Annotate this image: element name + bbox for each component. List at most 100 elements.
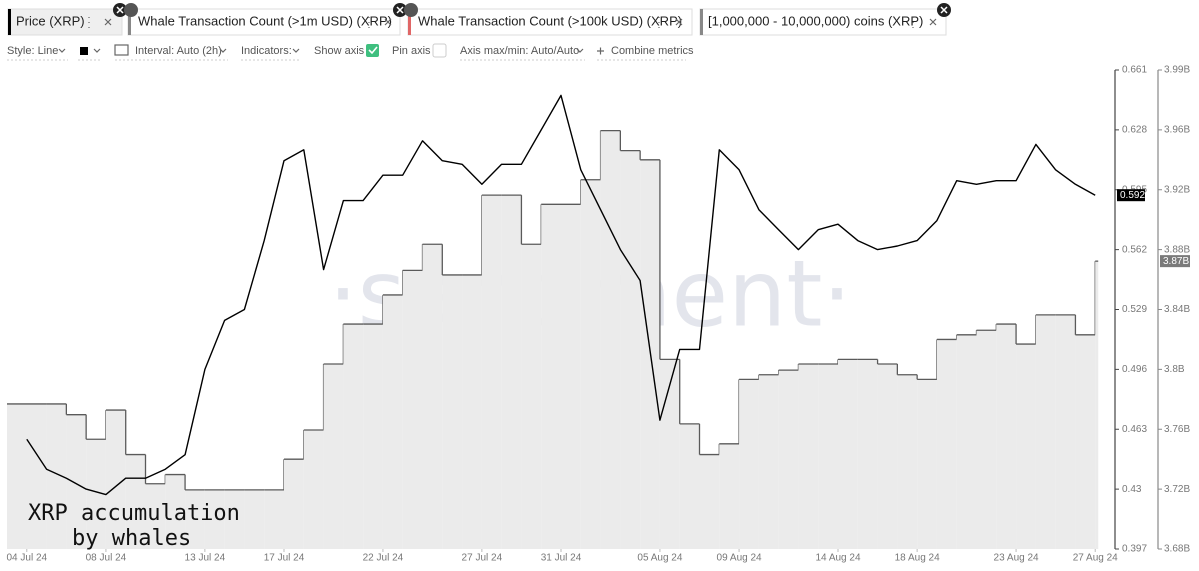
area-step xyxy=(659,359,680,549)
area-step xyxy=(462,274,482,549)
tab-box xyxy=(407,8,693,36)
combine-metrics[interactable]: Combine metrics xyxy=(611,45,694,57)
area-step xyxy=(976,330,997,549)
area-step xyxy=(580,179,601,550)
x-tick-label: 08 Jul 24 xyxy=(86,553,127,564)
y-tick-label: 0.661 xyxy=(1122,65,1147,76)
area-step xyxy=(996,324,1017,549)
x-tick-label: 31 Jul 24 xyxy=(541,553,582,564)
area-step xyxy=(818,364,838,549)
area-step xyxy=(897,374,918,549)
area-step xyxy=(758,374,779,549)
hide-button[interactable] xyxy=(124,3,138,17)
area-step xyxy=(165,474,186,549)
metric-tab[interactable]: Whale Transaction Count (>1m USD) (XRP) xyxy=(127,8,401,36)
annotation: XRP accumulation xyxy=(28,501,240,526)
chevron xyxy=(576,48,584,53)
checkbox[interactable] xyxy=(432,43,447,58)
x-tick-label: 22 Jul 24 xyxy=(363,553,404,564)
area-step xyxy=(739,379,759,549)
y-tick-label: 0.496 xyxy=(1122,364,1147,375)
y-tick-label: 0.397 xyxy=(1122,544,1147,555)
show-axis-label[interactable]: Show axis xyxy=(314,45,365,57)
area-step xyxy=(699,454,720,549)
area-step xyxy=(1055,314,1076,549)
close-icon xyxy=(104,18,112,26)
chevron xyxy=(219,48,227,53)
area-step xyxy=(877,364,898,549)
y2-tick-label: 3.8B xyxy=(1164,364,1185,375)
x-tick-label: 18 Aug 24 xyxy=(895,553,940,564)
metric-tab[interactable]: Whale Transaction Count (>100k USD) (XRP… xyxy=(407,8,693,36)
indicators-select[interactable]: Indicators: xyxy=(241,45,292,57)
area-step xyxy=(1035,314,1056,549)
area-step xyxy=(204,489,225,549)
tab-box xyxy=(7,8,123,36)
value-badge-label: 0.592 xyxy=(1120,190,1145,201)
area-step xyxy=(956,334,977,549)
area-step xyxy=(46,403,67,549)
chevron xyxy=(93,48,101,53)
metric-tab[interactable]: Price (XRP) xyxy=(7,8,123,36)
color-swatch[interactable] xyxy=(80,47,88,55)
y-tick-label: 0.43 xyxy=(1122,484,1142,495)
area-step xyxy=(917,379,937,549)
area-step xyxy=(501,195,522,549)
x-tick-label: 14 Aug 24 xyxy=(815,553,860,564)
x-tick-label: 09 Aug 24 xyxy=(717,553,762,564)
tab-label: Price (XRP) xyxy=(16,13,85,28)
plus-icon xyxy=(597,47,604,55)
tab-label: [1,000,000 - 10,000,000) coins (XRP) xyxy=(708,13,923,28)
area-step xyxy=(1075,334,1096,549)
annotation: by whales xyxy=(72,526,191,551)
area-step xyxy=(936,339,957,549)
pin-axis-label[interactable]: Pin axis xyxy=(392,45,431,57)
close-icon xyxy=(675,18,683,26)
area-step xyxy=(679,423,700,549)
area-step xyxy=(402,270,423,549)
area-step xyxy=(323,364,344,549)
y2-tick-label: 3.92B xyxy=(1164,184,1190,195)
area-step xyxy=(838,359,858,549)
area-step xyxy=(185,489,205,549)
y-tick-label: 0.628 xyxy=(1122,125,1147,136)
area-step xyxy=(105,410,126,549)
area-step xyxy=(719,443,740,549)
interval-select[interactable]: Interval: Auto (2h) xyxy=(135,45,222,57)
area-step xyxy=(561,204,581,549)
y-tick-label: 0.562 xyxy=(1122,244,1147,255)
x-glyph xyxy=(116,6,948,14)
area-step xyxy=(303,430,324,549)
area-step xyxy=(541,204,561,549)
area-step xyxy=(778,370,799,549)
tab-color xyxy=(128,9,131,35)
metric-tab[interactable]: [1,000,000 - 10,000,000) coins (XRP) xyxy=(699,8,947,36)
area-step xyxy=(264,489,284,549)
y2-tick-label: 3.88B xyxy=(1164,244,1190,255)
tab-color xyxy=(408,9,411,35)
toolbar: Style: Line Interval: Auto (2h) Indicato… xyxy=(7,43,694,61)
y2-tick-label: 3.99B xyxy=(1164,65,1190,76)
y-tick-label: 0.529 xyxy=(1122,304,1147,315)
area-step xyxy=(224,489,245,549)
price-line xyxy=(26,94,1096,496)
chevron xyxy=(292,48,300,53)
area-step xyxy=(600,130,621,549)
area-step xyxy=(798,364,819,549)
area-step xyxy=(363,324,383,549)
hide-button[interactable] xyxy=(404,3,418,17)
area-step xyxy=(7,403,47,549)
close-icon xyxy=(929,18,937,26)
style-select[interactable]: Style: Line xyxy=(7,45,58,57)
y2-tick-label: 3.84B xyxy=(1164,304,1190,315)
x-tick-label: 27 Aug 24 xyxy=(1073,553,1118,564)
y2-tick-label: 3.76B xyxy=(1164,424,1190,435)
axis-minmax-select[interactable]: Axis max/min: Auto/Auto xyxy=(460,45,579,57)
checkbox-checked[interactable] xyxy=(366,44,379,57)
area-step xyxy=(244,489,265,549)
area-step xyxy=(284,459,304,549)
area-step xyxy=(1095,261,1099,549)
tab-label: Whale Transaction Count (>1m USD) (XRP) xyxy=(138,13,392,28)
y2-tick-label: 3.96B xyxy=(1164,125,1190,136)
x-tick-label: 27 Jul 24 xyxy=(462,553,503,564)
